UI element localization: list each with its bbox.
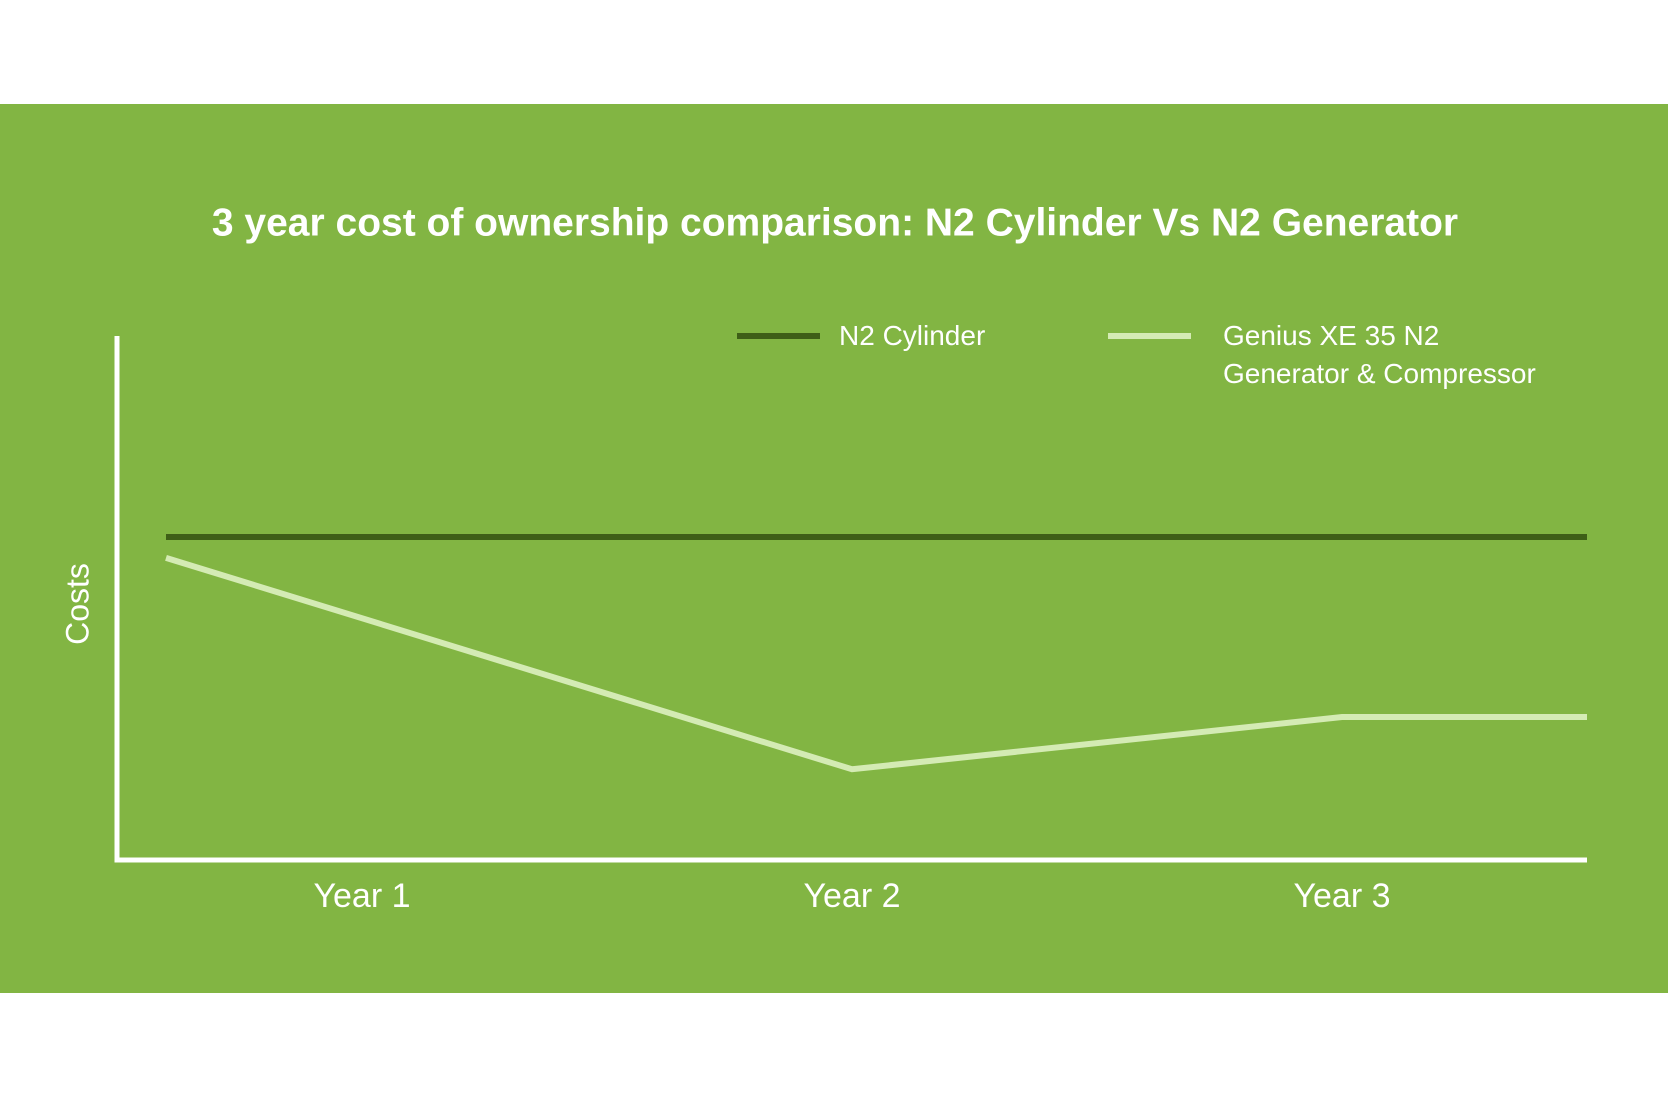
chart-title: 3 year cost of ownership comparison: N2 … bbox=[212, 201, 1458, 244]
x-tick-label: Year 3 bbox=[1293, 877, 1390, 915]
series-line bbox=[165, 554, 1587, 773]
legend-label: N2 Cylinder bbox=[839, 320, 986, 351]
chart-background bbox=[0, 104, 1668, 993]
x-tick-label: Year 1 bbox=[313, 877, 410, 915]
legend-label: Genius XE 35 N2 Generator & Compressor bbox=[1223, 320, 1536, 389]
x-tick-label: Year 2 bbox=[803, 877, 900, 915]
y-axis-label: Costs bbox=[59, 563, 95, 645]
axes bbox=[114, 336, 1587, 863]
